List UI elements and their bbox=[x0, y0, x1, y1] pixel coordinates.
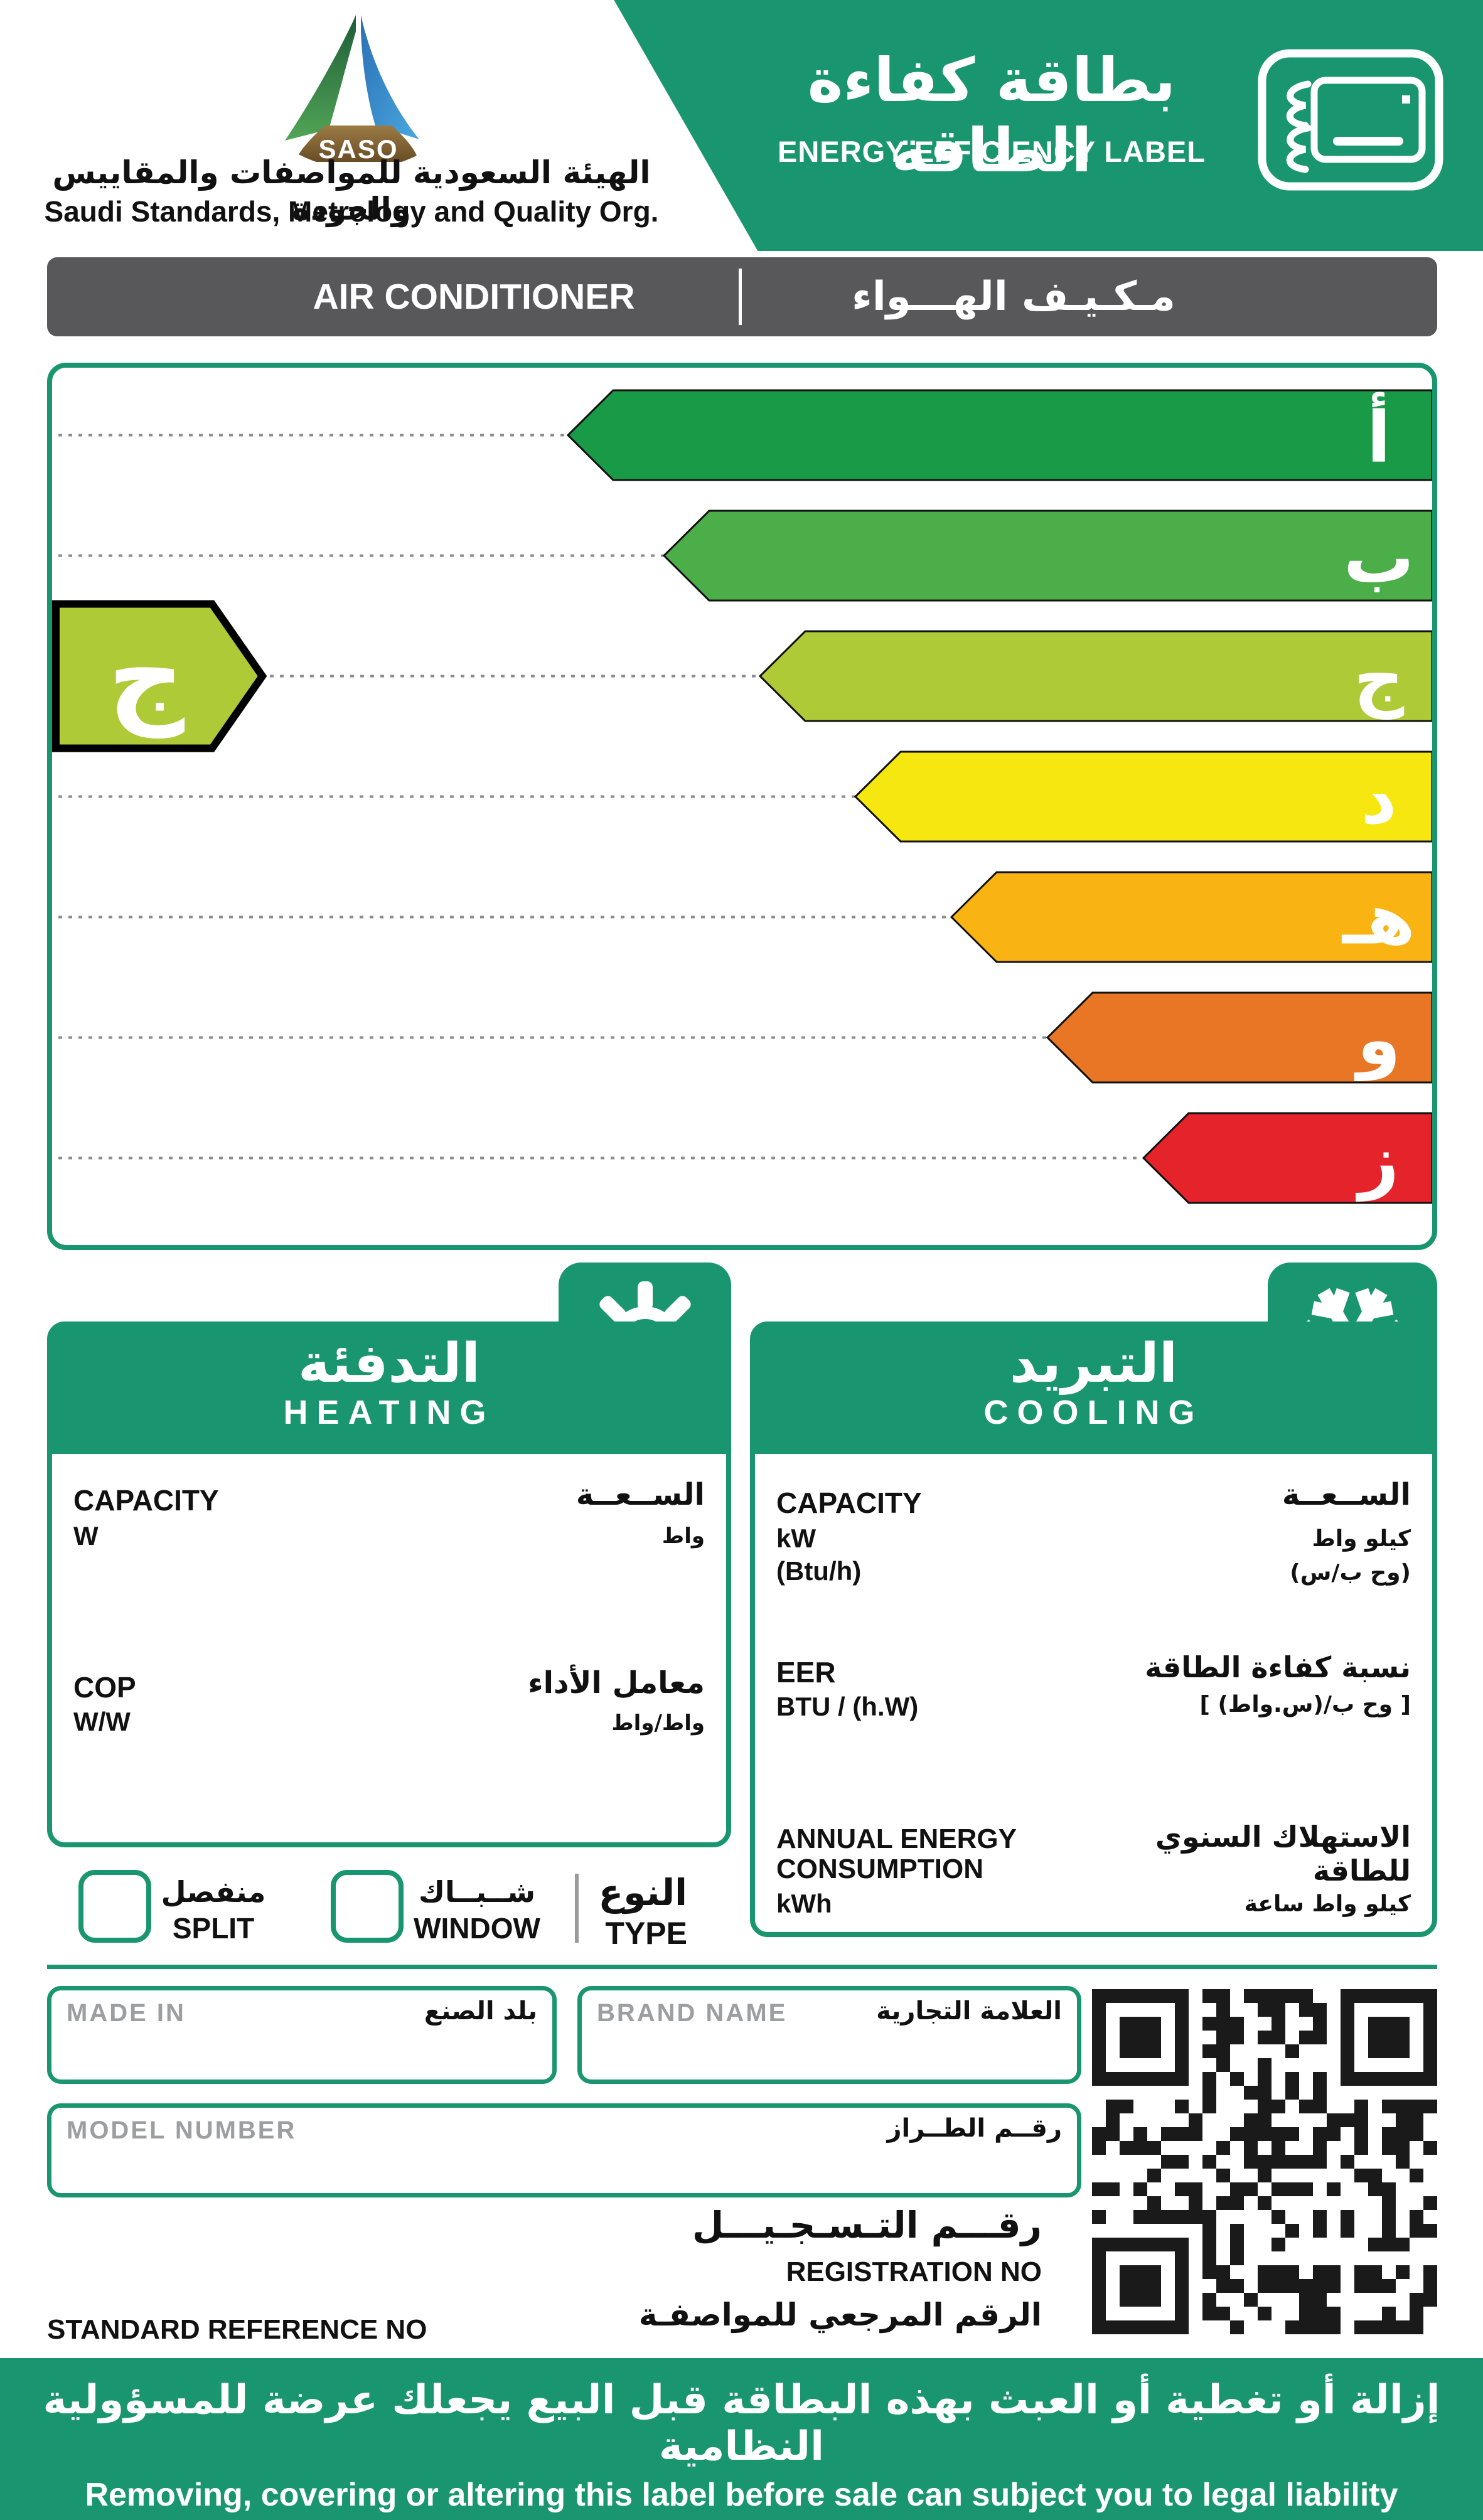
heating-capacity-unit: W bbox=[73, 1521, 99, 1551]
cooling-annual-line2: CONSUMPTION bbox=[776, 1854, 983, 1884]
cooling-annual-unit: kWh bbox=[776, 1889, 832, 1918]
section-divider bbox=[47, 1965, 1437, 1969]
registration-no-label-ar: رقـــم التـسـجـيـــل bbox=[692, 2204, 1042, 2246]
rating-letter: و bbox=[1354, 1000, 1401, 1082]
label-title-arabic: بطاقة كفاءة الطاقة bbox=[807, 45, 1176, 186]
cooling-capacity-unit1-ar: كيلو واط bbox=[1312, 1526, 1411, 1552]
heating-section: التدفئة HEATING CAPACITY W الســعــة واط… bbox=[47, 1321, 731, 1847]
rating-bar-1 bbox=[566, 389, 1432, 481]
model-number-field[interactable]: MODEL NUMBER رقــم الطــراز bbox=[47, 2103, 1081, 2197]
rating-letter: ز bbox=[1356, 1120, 1399, 1202]
cooling-annual-unit-ar: كيلو واط ساعة bbox=[1244, 1891, 1411, 1917]
registration-no-label-en: REGISTRATION NO bbox=[786, 2256, 1042, 2287]
split-label-ar: منفصل bbox=[161, 1875, 266, 1909]
rating-letter: د bbox=[1361, 759, 1396, 840]
rating-bar-5 bbox=[950, 871, 1432, 963]
model-number-label-ar: رقــم الطــراز bbox=[887, 2114, 1062, 2143]
cooling-annual-line2-ar: للطاقة bbox=[1312, 1854, 1411, 1887]
air-conditioner-icon bbox=[1258, 49, 1443, 191]
made-in-field[interactable]: MADE IN بلد الصنع bbox=[47, 1986, 557, 2084]
cooling-header: التبريد COOLING bbox=[755, 1327, 1432, 1454]
rating-bar-4 bbox=[854, 750, 1432, 843]
rating-letter: ج bbox=[1354, 638, 1405, 720]
heating-header: التدفئة HEATING bbox=[52, 1327, 726, 1454]
legal-warning-footer: إزالة أو تغطية أو العبث بهذه البطاقة قبل… bbox=[0, 2358, 1483, 2520]
type-label-ar: النوع bbox=[598, 1871, 687, 1914]
heating-title-arabic: التدفئة bbox=[297, 1332, 481, 1395]
type-label-en: TYPE bbox=[605, 1916, 687, 1951]
legal-warning-en: Removing, covering or altering this labe… bbox=[85, 2477, 1398, 2513]
saso-logo: SASO bbox=[285, 15, 419, 162]
window-label-en: WINDOW bbox=[414, 1912, 540, 1945]
brand-name-label-en: BRAND NAME bbox=[597, 1999, 788, 2027]
rating-bar-3 bbox=[758, 630, 1432, 722]
product-banner: AIR CONDITIONER مـكـيـف الهـــواء bbox=[47, 257, 1437, 336]
heating-cop-label: COP bbox=[73, 1671, 136, 1704]
banner-divider bbox=[739, 269, 742, 325]
rating-bar-2 bbox=[662, 510, 1432, 602]
product-name-arabic: مـكـيـف الهـــواء bbox=[852, 274, 1175, 320]
legal-warning-ar: إزالة أو تغطية أو العبث بهذه البطاقة قبل… bbox=[43, 2377, 1440, 2470]
cooling-eer-label: EER bbox=[776, 1656, 836, 1689]
brand-name-field[interactable]: BRAND NAME العلامة التجارية bbox=[577, 1986, 1081, 2084]
type-divider bbox=[575, 1874, 579, 1943]
split-label: منفصل SPLIT bbox=[157, 1875, 270, 1945]
window-label: شــبــاك WINDOW bbox=[408, 1875, 546, 1945]
cooling-eer-unit: BTU / (h.W) bbox=[776, 1692, 919, 1721]
split-label-en: SPLIT bbox=[172, 1912, 255, 1945]
rating-letter: أ bbox=[1367, 392, 1391, 479]
split-checkbox[interactable] bbox=[78, 1870, 151, 1943]
model-number-label-en: MODEL NUMBER bbox=[67, 2117, 297, 2144]
heating-capacity-label: CAPACITY bbox=[73, 1484, 219, 1517]
label-title-english: ENERGY EFFICIENCY LABEL bbox=[778, 135, 1206, 168]
cooling-eer-label-ar: نسبة كفاءة الطاقة bbox=[1145, 1650, 1411, 1684]
efficiency-rating-chart: أ ب ج د هـ و ز ج bbox=[47, 363, 1437, 1250]
current-rating-letter: ج bbox=[108, 614, 185, 739]
cooling-capacity-label: CAPACITY bbox=[776, 1487, 922, 1519]
product-name-english: AIR CONDITIONER bbox=[313, 277, 635, 317]
cooling-title-english: COOLING bbox=[983, 1394, 1204, 1432]
cooling-section: التبريد COOLING CAPACITY kW (Btu/h) السـ… bbox=[750, 1321, 1437, 1937]
cooling-annual-line1: ANNUAL ENERGY bbox=[776, 1823, 1017, 1854]
heating-title-english: HEATING bbox=[283, 1394, 495, 1432]
svg-text:SASO: SASO bbox=[318, 134, 398, 162]
cooling-capacity-unit1: kW bbox=[776, 1524, 816, 1553]
cooling-capacity-unit2-ar: (وح ب/س) bbox=[1290, 1560, 1411, 1586]
current-rating-indicator bbox=[52, 600, 267, 752]
rating-bar-7 bbox=[1142, 1112, 1432, 1204]
cooling-capacity-label-ar: الســعــة bbox=[1282, 1477, 1411, 1512]
window-label-ar: شــبــاك bbox=[418, 1875, 536, 1909]
org-name-english: Saudi Standards, Metrology and Quality O… bbox=[44, 195, 659, 228]
heating-cop-label-ar: معامل الأداء bbox=[528, 1665, 705, 1700]
heating-cop-unit-ar: واط/واط bbox=[611, 1711, 705, 1736]
cooling-eer-unit-ar: [ وح ب/(س.واط) ] bbox=[1199, 1692, 1411, 1717]
window-checkbox[interactable] bbox=[331, 1870, 404, 1943]
standard-reference-label-en: STANDARD REFERENCE NO bbox=[47, 2314, 427, 2345]
cooling-capacity-unit2: (Btu/h) bbox=[776, 1556, 862, 1586]
rating-letter: ب bbox=[1344, 518, 1415, 599]
qr-code bbox=[1092, 1989, 1437, 2334]
heating-capacity-unit-ar: واط bbox=[661, 1524, 705, 1549]
cooling-title-arabic: التبريد bbox=[1009, 1332, 1178, 1395]
heating-capacity-label-ar: الســعــة bbox=[576, 1477, 705, 1512]
made-in-label-en: MADE IN bbox=[67, 1999, 186, 2027]
standard-reference-label-ar: الرقم المرجعي للمواصفـة bbox=[638, 2297, 1042, 2333]
rating-letter: هـ bbox=[1341, 879, 1415, 961]
brand-name-label-ar: العلامة التجارية bbox=[876, 1997, 1062, 2026]
heating-cop-unit: W/W bbox=[73, 1707, 131, 1736]
cooling-annual-line1-ar: الاستهلاك السنوي bbox=[1155, 1820, 1411, 1854]
type-label: النوع TYPE bbox=[593, 1871, 687, 1951]
rating-bar-6 bbox=[1046, 991, 1432, 1084]
header-green-band bbox=[614, 0, 1483, 251]
org-name-arabic: الهيئة السعودية للمواصفات والمقاييس والج… bbox=[52, 154, 651, 227]
made-in-label-ar: بلد الصنع bbox=[424, 1997, 537, 2026]
